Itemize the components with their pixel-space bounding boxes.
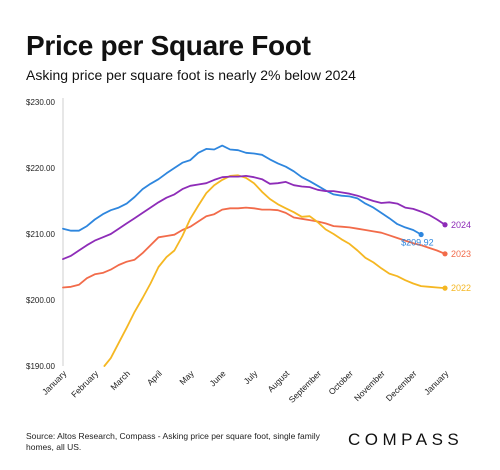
y-tick-label: $230.00: [26, 98, 55, 107]
series-endpoint-2024: [418, 231, 424, 238]
x-tick-label: May: [177, 368, 196, 387]
x-tick-label: December: [384, 368, 419, 403]
series-label-2022: 2022: [451, 283, 471, 293]
series-endpoint-2022: [442, 285, 448, 291]
x-tick-label: October: [326, 368, 355, 397]
x-tick-label: March: [108, 368, 132, 392]
series-line-2025: [62, 175, 446, 260]
x-tick-label: June: [207, 368, 227, 388]
y-tick-label: $190.00: [26, 362, 55, 371]
page-subtitle: Asking price per square foot is nearly 2…: [26, 67, 356, 83]
x-tick-label: November: [352, 368, 387, 403]
data-label-end: $209.92: [401, 238, 434, 248]
source-note: Source: Altos Research, Compass - Asking…: [26, 431, 320, 452]
series-line-2023: [62, 206, 446, 289]
x-tick-label: July: [242, 368, 260, 386]
y-tick-label: $200.00: [26, 296, 55, 305]
page-title: Price per Square Foot: [26, 30, 311, 61]
series-line-2024: [62, 144, 422, 236]
x-tick-label: September: [287, 368, 324, 405]
series-endpoint-2025: [442, 222, 448, 228]
x-tick-label: January: [40, 368, 69, 397]
x-tick-label: August: [265, 368, 291, 394]
y-tick-label: $210.00: [26, 230, 55, 239]
series-line-2022: [103, 174, 446, 367]
x-tick-label: February: [69, 368, 101, 400]
x-tick-label: January: [422, 368, 451, 397]
series-label-2023: 2023: [451, 249, 471, 259]
series-label-2024: 2024: [451, 220, 471, 230]
y-tick-label: $220.00: [26, 164, 55, 173]
series-endpoint-2023: [442, 251, 448, 257]
compass-logo: COMPASS: [348, 430, 464, 449]
x-tick-label: April: [145, 368, 164, 387]
